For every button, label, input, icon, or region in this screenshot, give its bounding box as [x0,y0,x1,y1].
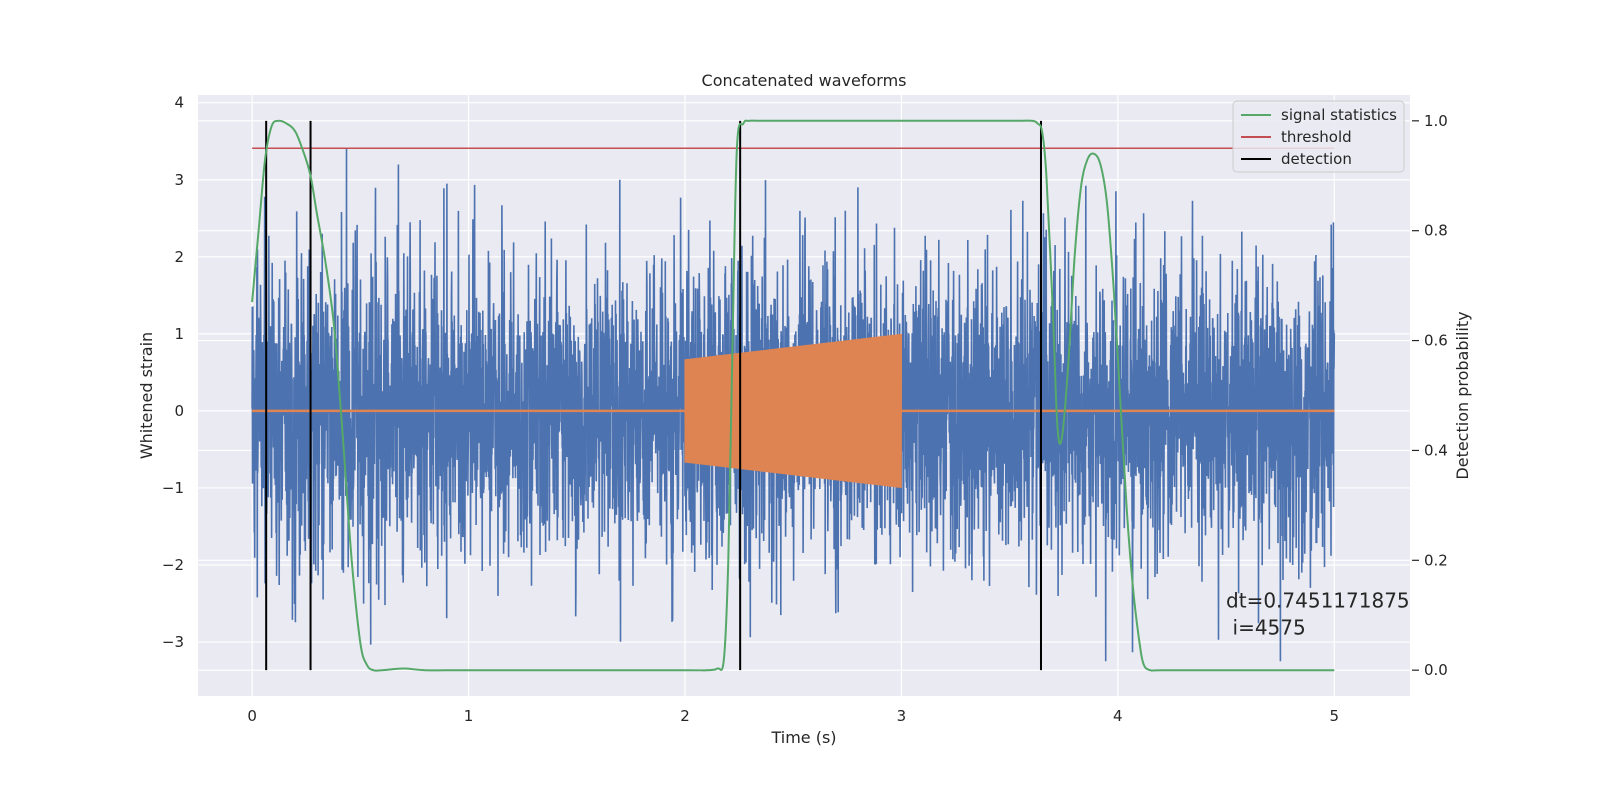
y-axis-right: 0.0 0.2 0.4 0.6 0.8 1.0 [1412,112,1448,679]
legend-box [1232,100,1405,173]
legend-label-1: threshold [1281,128,1352,146]
legend: signal statistics threshold detection [1232,100,1405,173]
legend-label-0: signal statistics [1281,106,1397,124]
y2-tick-label-1: 0.2 [1424,551,1448,569]
series-signal-statistics [251,119,1335,672]
y2-axis-label: Detection probability [1453,311,1472,479]
y-tick-label-1: −2 [162,556,184,574]
x-tick-label-0: 0 [247,707,257,725]
y2-tick-label-5: 1.0 [1424,112,1448,130]
x-axis-label: Time (s) [770,728,836,747]
annotation-index: i=4575 [1233,615,1306,639]
x-tick-label-5: 5 [1329,707,1339,725]
series-injection [684,333,902,488]
x-tick-label-4: 4 [1113,707,1123,725]
annotation-dt: dt=0.7451171875 [1226,588,1410,612]
y-tick-label-6: 3 [174,171,184,189]
y-tick-label-5: 2 [174,248,184,266]
x-axis: 0 1 2 3 4 5 [247,707,1339,725]
y-tick-label-0: −3 [162,633,184,651]
y-tick-label-3: 0 [174,402,184,420]
legend-label-2: detection [1281,150,1352,168]
y2-tick-label-4: 0.8 [1424,222,1448,240]
y2-tick-label-3: 0.6 [1424,332,1448,350]
y-axis-label: Whitened strain [137,332,156,459]
x-tick-label-3: 3 [897,707,907,725]
y-tick-label-7: 4 [174,94,184,112]
chart-title: Concatenated waveforms [702,71,907,90]
x-tick-label-1: 1 [464,707,474,725]
y2-tick-label-2: 0.4 [1424,441,1448,459]
series-detection [265,120,1042,671]
y-axis-left: −3 −2 −1 0 1 2 3 4 [162,94,184,651]
y-tick-label-2: −1 [162,479,184,497]
y2-tick-label-0: 0.0 [1424,661,1448,679]
x-tick-label-2: 2 [680,707,690,725]
y-tick-label-4: 1 [174,325,184,343]
